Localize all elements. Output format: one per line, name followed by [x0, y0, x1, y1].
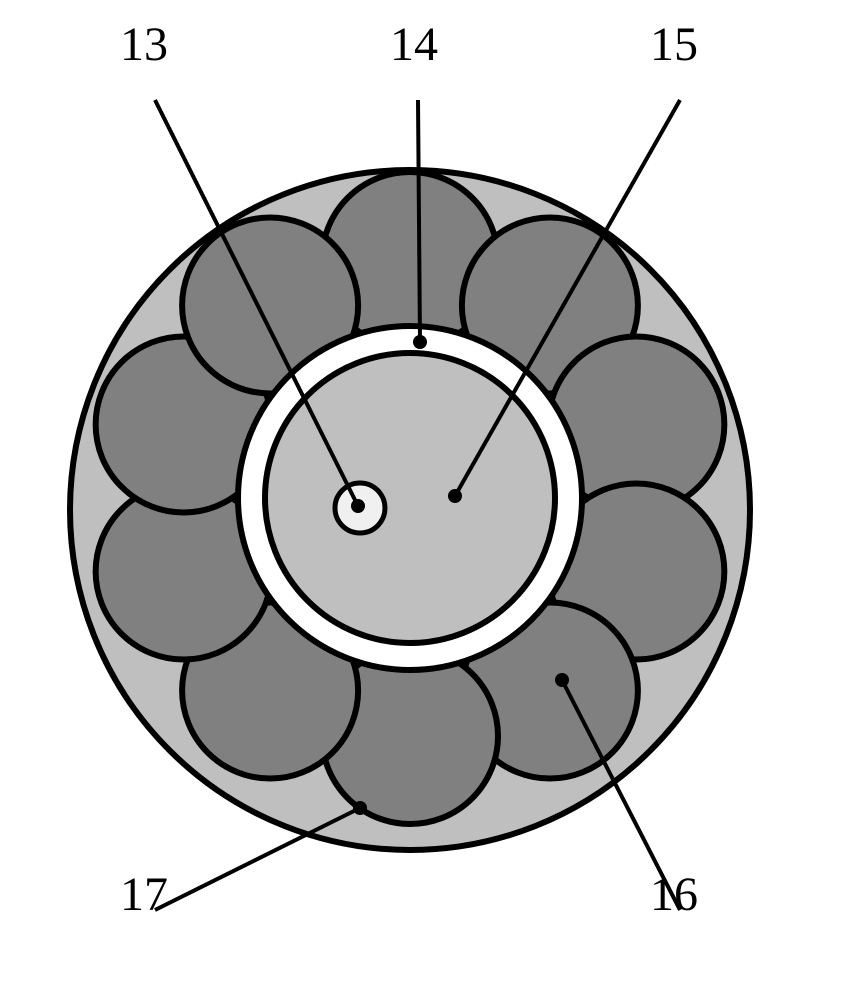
cross-section-diagram: 13 14 15 16 17	[0, 0, 846, 982]
leader-dot-14	[413, 335, 427, 349]
leader-dot-16	[555, 673, 569, 687]
leader-dot-15	[448, 489, 462, 503]
diagram-container: 13 14 15 16 17	[0, 0, 846, 982]
label-16: 16	[650, 868, 698, 921]
leader-line-17	[155, 808, 360, 910]
label-14: 14	[390, 18, 438, 71]
label-13: 13	[120, 18, 168, 71]
leader-dot-17	[353, 801, 367, 815]
leader-dot-13	[351, 499, 365, 513]
label-17: 17	[120, 868, 168, 921]
label-15: 15	[650, 18, 698, 71]
leader-line-14	[418, 100, 420, 342]
